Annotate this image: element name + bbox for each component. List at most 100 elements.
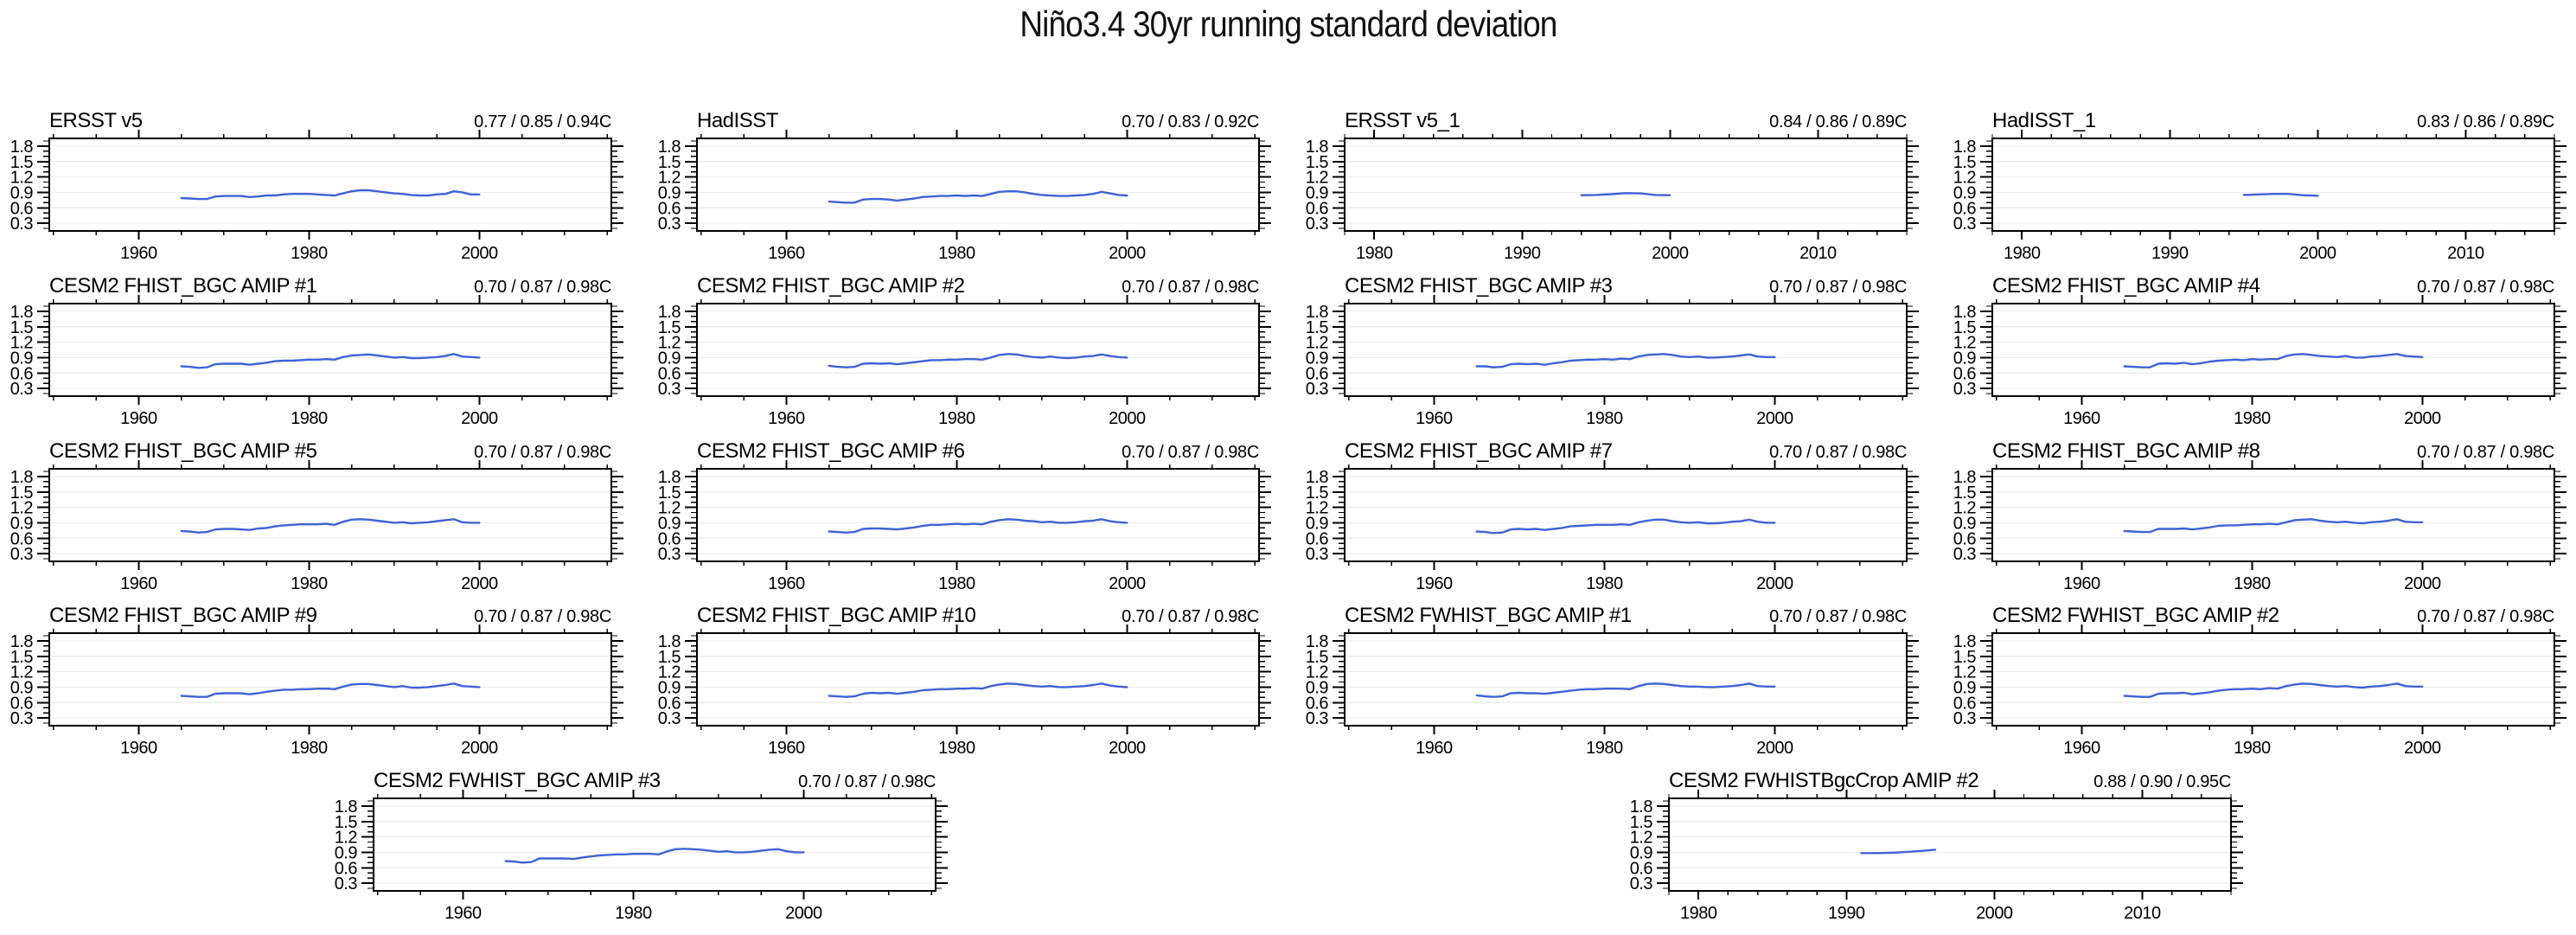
y-major-ticks xyxy=(37,310,623,389)
y-major-ticks xyxy=(37,144,623,225)
data-line xyxy=(180,682,481,699)
y-tick-label: 1.8 xyxy=(1953,138,1977,157)
x-tick-label: 1960 xyxy=(120,739,157,758)
panel-cesm2-fhist-bgc-amip-6: 0.30.60.91.21.51.8 1960 1980 2000 CESM2 FHIS… xyxy=(658,439,1271,593)
x-tick-label: 1960 xyxy=(444,904,482,923)
x-tick-label: 2000 xyxy=(461,244,498,263)
panel-cesm2-fhist-bgc-amip-9: 0.30.60.91.21.51.8 1960 1980 2000 CESM2 FHIS… xyxy=(10,604,623,758)
panel-title: HadISST_1 xyxy=(1992,109,2096,132)
y-tick-label: 0.3 xyxy=(1953,380,1977,399)
panel-stats: 0.70 / 0.87 / 0.98C xyxy=(474,607,611,626)
plot-box xyxy=(696,467,1260,562)
x-tick-label: 1990 xyxy=(1504,244,1541,263)
panel-cesm2-fwhist-bgc-amip-1: 0.30.60.91.21.51.8 1960 1980 2000 CESM2 FWHI… xyxy=(1306,604,1919,758)
y-tick-label: 0.9 xyxy=(1953,514,1977,533)
gridlines xyxy=(1345,145,1907,224)
x-minor-ticks xyxy=(1996,298,2551,400)
panel-stats: 0.84 / 0.86 / 0.89C xyxy=(1769,112,1907,131)
y-minor-ticks xyxy=(1986,470,2560,560)
y-major-ticks xyxy=(37,640,623,720)
y-tick-label: 0.9 xyxy=(1306,349,1329,368)
data-line xyxy=(1859,849,1936,855)
y-tick-label: 0.3 xyxy=(1306,545,1329,564)
x-tick-label: 1980 xyxy=(938,244,975,263)
y-tick-label: 1.5 xyxy=(1306,153,1329,172)
panel-title: CESM2 FHIST_BGC AMIP #4 xyxy=(1992,274,2260,298)
x-major-ticks xyxy=(137,294,481,405)
x-tick-label: 2000 xyxy=(1756,739,1793,758)
x-tick-label: 1980 xyxy=(291,574,328,593)
y-major-ticks xyxy=(1333,640,1919,720)
x-tick-label: 2000 xyxy=(1976,904,2013,923)
y-minor-ticks xyxy=(43,305,617,394)
data-line xyxy=(180,189,481,201)
y-tick-label: 1.2 xyxy=(658,498,681,517)
x-minor-ticks xyxy=(53,134,608,235)
gridlines xyxy=(697,475,1259,554)
data-line xyxy=(2242,192,2319,197)
x-tick-label: 1960 xyxy=(1416,574,1453,593)
data-line xyxy=(828,352,1128,368)
panel-title: CESM2 FHIST_BGC AMIP #7 xyxy=(1345,439,1613,463)
y-tick-label: 1.2 xyxy=(1306,663,1329,682)
x-tick-label: 1960 xyxy=(768,739,805,758)
panel-stats: 0.70 / 0.87 / 0.98C xyxy=(1122,607,1259,626)
y-major-ticks xyxy=(685,144,1271,225)
panel-title: CESM2 FHIST_BGC AMIP #5 xyxy=(49,439,317,463)
panel-cesm2-fhist-bgc-amip-2: 0.30.60.91.21.51.8 1960 1980 2000 CESM2 FHIS… xyxy=(658,274,1271,428)
y-tick-label: 1.8 xyxy=(1306,632,1329,651)
x-tick-label: 1960 xyxy=(768,574,805,593)
x-minor-ticks xyxy=(1996,629,2551,731)
y-tick-label: 0.9 xyxy=(1306,514,1329,533)
y-tick-label: 0.6 xyxy=(1953,364,1977,383)
data-line xyxy=(828,517,1128,534)
x-tick-label: 2000 xyxy=(1756,574,1793,593)
plot-box xyxy=(48,138,612,232)
y-tick-label: 0.3 xyxy=(10,215,34,234)
y-tick-label: 0.6 xyxy=(1306,364,1329,383)
y-tick-label: 0.9 xyxy=(10,183,34,202)
y-tick-label: 1.2 xyxy=(1953,498,1977,517)
y-tick-label: 1.8 xyxy=(10,303,34,322)
y-tick-label: 1.5 xyxy=(658,648,681,667)
y-major-ticks xyxy=(685,640,1271,720)
y-tick-label: 0.6 xyxy=(1953,199,1977,218)
panel-stats: 0.77 / 0.85 / 0.94C xyxy=(474,112,611,131)
panel-title: CESM2 FHIST_BGC AMIP #9 xyxy=(49,604,317,627)
plot-box xyxy=(1991,467,2555,562)
x-minor-ticks xyxy=(53,464,608,566)
y-minor-ticks xyxy=(43,635,617,724)
data-line xyxy=(2123,352,2424,368)
x-tick-label: 1960 xyxy=(2063,574,2100,593)
y-tick-label: 1.5 xyxy=(1306,483,1329,502)
x-tick-label: 1960 xyxy=(120,409,157,428)
y-tick-label: 1.8 xyxy=(1306,303,1329,322)
panel-title: ERSST v5 xyxy=(49,109,143,132)
y-tick-label: 1.2 xyxy=(658,333,681,352)
x-tick-label: 1980 xyxy=(938,409,975,428)
figure-title-text: Niño3.4 30yr running standard deviation xyxy=(1019,3,1557,44)
y-tick-label: 0.3 xyxy=(10,545,34,564)
panel-stats: 0.70 / 0.87 / 0.98C xyxy=(1122,278,1259,297)
y-tick-label: 0.6 xyxy=(658,695,681,714)
y-tick-label: 0.3 xyxy=(658,380,681,399)
y-tick-label: 0.3 xyxy=(658,709,681,728)
y-tick-label: 1.2 xyxy=(1306,333,1329,352)
x-minor-ticks xyxy=(53,298,608,400)
y-tick-label: 1.5 xyxy=(1629,813,1652,832)
y-tick-label: 1.8 xyxy=(1306,138,1329,157)
x-tick-label: 2000 xyxy=(1109,574,1146,593)
x-major-ticks xyxy=(137,624,481,735)
y-tick-label: 0.9 xyxy=(1953,349,1977,368)
y-tick-label: 0.6 xyxy=(658,199,681,218)
panel-stats: 0.70 / 0.87 / 0.98C xyxy=(474,443,611,462)
x-tick-label: 1980 xyxy=(1679,904,1716,923)
y-tick-label: 1.5 xyxy=(1953,648,1977,667)
y-tick-label: 0.9 xyxy=(1953,679,1977,698)
data-line xyxy=(1475,352,1776,368)
y-tick-label: 1.2 xyxy=(1953,663,1977,682)
y-tick-label: 0.3 xyxy=(1306,215,1329,234)
y-tick-label: 1.8 xyxy=(1953,467,1977,486)
y-tick-label: 0.6 xyxy=(1953,695,1977,714)
x-tick-label: 1990 xyxy=(2151,244,2189,263)
